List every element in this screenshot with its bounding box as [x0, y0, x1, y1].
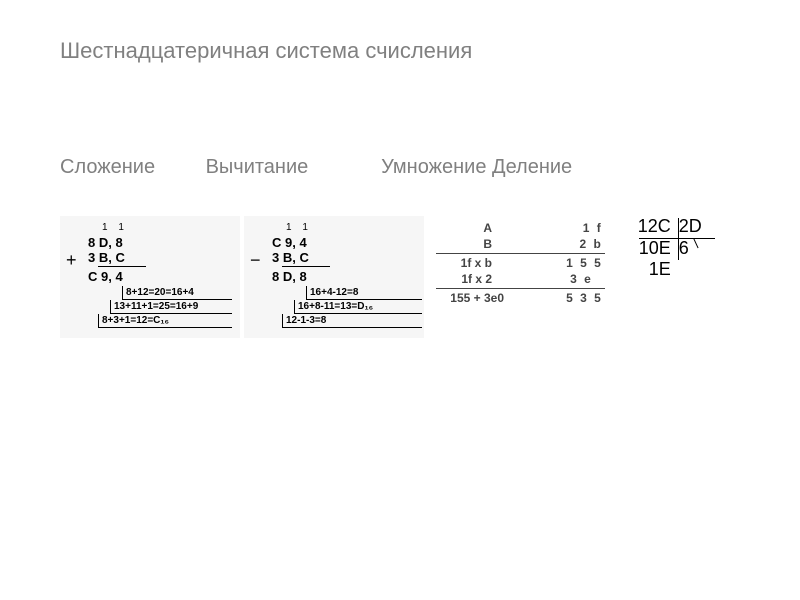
- label-multiplication: Умножение: [381, 154, 486, 180]
- addition-rule: [98, 266, 146, 267]
- multiplication-example: A 1 f B 2 b 1f x b 1 5 5 1f x 2 3 e 155 …: [432, 216, 611, 310]
- label-addition: Сложение: [60, 154, 200, 180]
- division-grid: 12C 2D 10E 6 1E: [631, 216, 740, 281]
- division-hline-left: [639, 238, 679, 239]
- addition-step: 8+12=20=16+4: [122, 286, 232, 300]
- division-vertical-bar: [678, 218, 679, 260]
- subtraction-carry: 1 1: [286, 222, 416, 233]
- division-row: 12C 2D: [631, 216, 740, 238]
- division-row: 1E: [631, 259, 740, 281]
- mul-row: A 1 f: [436, 220, 605, 236]
- subtraction-step: 16+8-11=13=D₁₆: [294, 300, 422, 314]
- mul-row: 1f x 2 3 e: [436, 271, 605, 287]
- addition-operand2: 3 B, C: [88, 250, 232, 265]
- mul-rule: [436, 288, 605, 289]
- label-division: Деление: [492, 154, 572, 180]
- addition-carry: 1 1: [102, 222, 232, 233]
- subtraction-rule: [282, 266, 330, 267]
- mul-row: 1f x b 1 5 5: [436, 255, 605, 271]
- operation-labels: Сложение Вычитание Умножение Деление: [60, 154, 740, 180]
- addition-steps: 8+12=20=16+4 13+11+1=25=16+9 8+3+1=12=C₁…: [98, 286, 232, 328]
- examples-row: + 1 1 8 D, 8 3 B, C C 9, 4 8+12=20=16+4 …: [60, 216, 740, 338]
- subtraction-step: 16+4-12=8: [306, 286, 422, 300]
- subtraction-example: − 1 1 C 9, 4 3 B, C 8 D, 8 16+4-12=8 16+…: [244, 216, 424, 338]
- addition-step: 8+3+1=12=C₁₆: [98, 314, 232, 328]
- addition-result: C 9, 4: [88, 269, 232, 284]
- addition-step: 13+11+1=25=16+9: [110, 300, 232, 314]
- subtraction-result: 8 D, 8: [272, 269, 416, 284]
- mul-rule: [436, 253, 605, 254]
- subtraction-step: 12-1-3=8: [282, 314, 422, 328]
- label-subtraction: Вычитание: [206, 154, 376, 180]
- mul-row: 155 + 3e0 5 3 5: [436, 290, 605, 306]
- mul-row: B 2 b: [436, 236, 605, 252]
- page-title: Шестнадцатеричная система счисления: [60, 38, 740, 64]
- subtraction-operand2: 3 B, C: [272, 250, 416, 265]
- minus-sign: −: [250, 250, 261, 271]
- addition-example: + 1 1 8 D, 8 3 B, C C 9, 4 8+12=20=16+4 …: [60, 216, 240, 338]
- subtraction-steps: 16+4-12=8 16+8-11=13=D₁₆ 12-1-3=8: [282, 286, 416, 328]
- division-hline-right: [679, 238, 715, 239]
- subtraction-operand1: C 9, 4: [272, 235, 416, 250]
- plus-sign: +: [66, 250, 77, 271]
- addition-operand1: 8 D, 8: [88, 235, 232, 250]
- division-row: 10E 6: [631, 238, 740, 260]
- slide: Шестнадцатеричная система счисления Слож…: [0, 0, 800, 600]
- division-example: 12C 2D 10E 6 1E: [631, 216, 740, 281]
